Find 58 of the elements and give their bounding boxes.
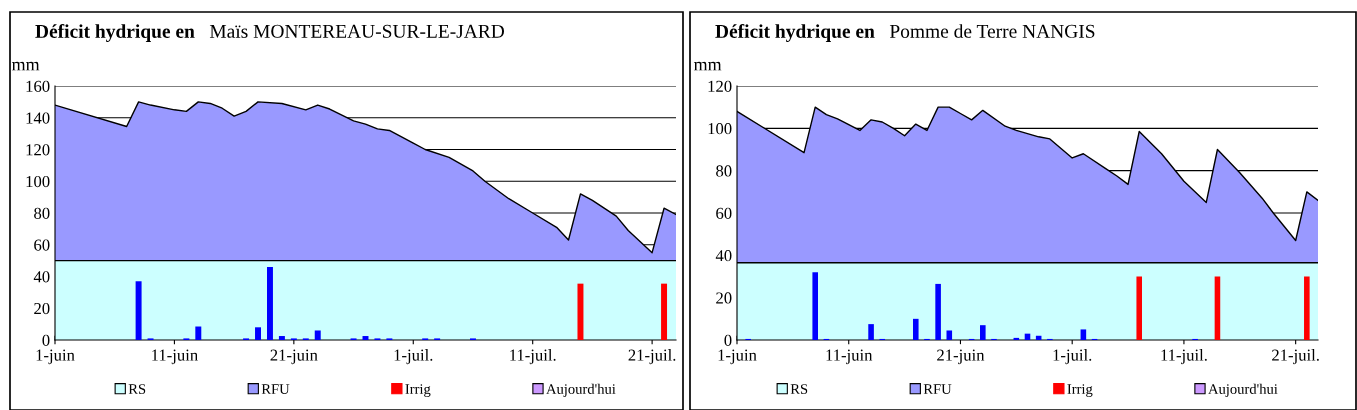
bar [314, 330, 321, 340]
bar [1304, 276, 1310, 340]
y-tick-label: 20 [34, 302, 50, 315]
legend-label: Irrig [405, 384, 431, 397]
bar [135, 281, 142, 340]
bar [661, 283, 668, 340]
legend-label: Aujourd'hui [546, 383, 616, 397]
x-tick-label: 11-juil. [1161, 349, 1207, 365]
y-tick-label: 160 [26, 80, 50, 92]
y-tick-label: 40 [33, 271, 50, 283]
y-tick-label: 0 [724, 334, 732, 346]
y-tick-label: 100 [26, 175, 50, 188]
bar [1136, 276, 1143, 340]
bar [812, 272, 818, 340]
y-tick-label: 60 [34, 239, 50, 251]
y-tick-label: 120 [708, 80, 732, 92]
legend-label: RFU [261, 384, 290, 394]
y-tick-label: 120 [26, 144, 50, 156]
legend-label: RS [790, 384, 808, 394]
bar [577, 283, 584, 340]
x-tick-label: 1-juil. [394, 349, 433, 365]
y-tick-label: 140 [26, 112, 50, 124]
y-axis-title: mm [693, 61, 722, 71]
bar [912, 318, 919, 340]
y-tick-label: 100 [708, 123, 732, 135]
legend-label: Aujourd'hui [1208, 383, 1278, 397]
legend-label: RFU [923, 384, 952, 394]
x-tick-label: 21-juil. [628, 349, 676, 365]
x-tick-label: 11-juil. [510, 349, 556, 365]
legend-label: Irrig [1067, 384, 1093, 397]
chart-title: Déficit hydrique en [715, 24, 875, 42]
y-tick-label: 0 [42, 334, 50, 346]
chart-subtitle: Pomme de Terre NANGIS [889, 24, 1095, 38]
bar [935, 283, 941, 340]
bar [195, 326, 202, 340]
legend-label: RS [128, 384, 146, 394]
x-tick-label: 21-juil. [1272, 349, 1319, 365]
y-axis-title: mm [11, 61, 40, 71]
bar [266, 266, 273, 340]
bar [868, 324, 874, 340]
x-tick-label: 1-juil. [1053, 349, 1092, 365]
bar [1080, 329, 1087, 340]
x-tick-label: 21-juin [937, 349, 985, 365]
x-tick-label: 21-juin [270, 349, 318, 365]
y-tick-label: 80 [34, 207, 50, 219]
chart-subtitle: Maïs MONTEREAU-SUR-LE-JARD [209, 24, 505, 38]
x-tick-label: 11-juin [826, 349, 873, 365]
y-tick-label: 80 [716, 165, 732, 177]
y-tick-label: 40 [715, 250, 732, 262]
y-tick-label: 60 [716, 207, 732, 219]
y-tick-label: 20 [716, 292, 732, 304]
x-tick-label: 11-juin [152, 349, 198, 365]
x-tick-label: 1-juin [36, 349, 75, 365]
chart-title: Déficit hydrique en [35, 24, 195, 42]
bar [980, 325, 986, 340]
x-tick-label: 1-juin [718, 349, 757, 365]
bar [946, 330, 953, 340]
bar [255, 327, 261, 340]
